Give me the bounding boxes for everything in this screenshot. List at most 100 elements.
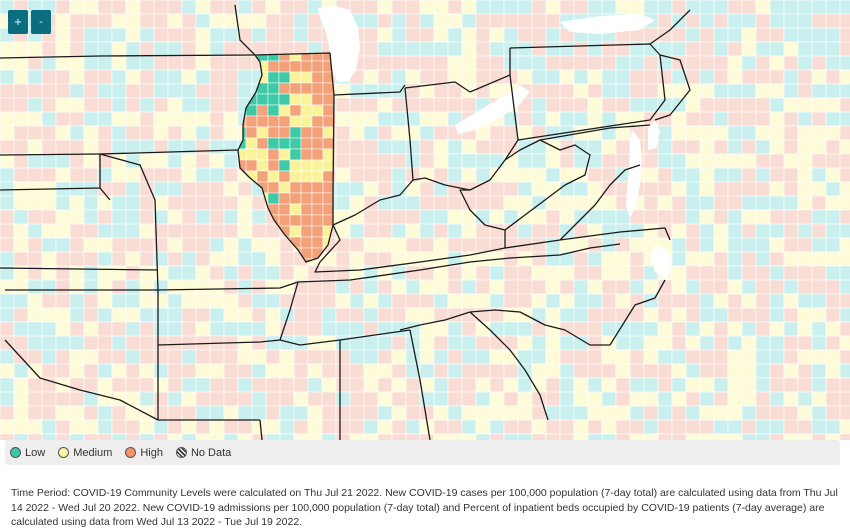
county[interactable]: [111, 167, 127, 183]
county[interactable]: [419, 223, 435, 239]
illinois-county[interactable]: [267, 159, 280, 172]
county[interactable]: [391, 167, 407, 183]
county[interactable]: [811, 307, 827, 323]
county[interactable]: [265, 279, 281, 295]
county[interactable]: [223, 363, 239, 379]
county[interactable]: [531, 41, 547, 57]
county[interactable]: [111, 27, 127, 43]
county[interactable]: [783, 251, 799, 267]
county[interactable]: [685, 13, 701, 29]
county[interactable]: [181, 125, 197, 141]
county[interactable]: [545, 69, 561, 85]
county[interactable]: [83, 419, 99, 435]
county[interactable]: [433, 209, 449, 225]
county[interactable]: [825, 195, 841, 211]
county[interactable]: [195, 363, 211, 379]
county[interactable]: [167, 265, 183, 281]
county[interactable]: [839, 293, 850, 309]
county[interactable]: [167, 167, 183, 183]
county[interactable]: [153, 55, 169, 71]
county[interactable]: [573, 41, 589, 57]
county[interactable]: [713, 391, 729, 407]
county[interactable]: [97, 111, 113, 127]
county[interactable]: [125, 13, 141, 29]
county[interactable]: [601, 293, 617, 309]
county[interactable]: [97, 335, 113, 351]
county[interactable]: [839, 405, 850, 421]
county[interactable]: [433, 279, 449, 295]
county[interactable]: [321, 307, 337, 323]
county[interactable]: [27, 363, 43, 379]
illinois-county[interactable]: [289, 82, 302, 95]
county[interactable]: [727, 181, 743, 197]
county[interactable]: [69, 0, 85, 15]
county[interactable]: [531, 83, 547, 99]
county[interactable]: [797, 153, 813, 169]
county[interactable]: [167, 419, 183, 435]
county[interactable]: [573, 83, 589, 99]
county[interactable]: [461, 433, 477, 440]
county[interactable]: [839, 167, 850, 183]
county[interactable]: [699, 111, 715, 127]
county[interactable]: [433, 139, 449, 155]
county[interactable]: [181, 321, 197, 337]
county[interactable]: [559, 223, 575, 239]
county[interactable]: [83, 55, 99, 71]
county[interactable]: [405, 321, 421, 337]
county[interactable]: [83, 97, 99, 113]
county[interactable]: [615, 69, 631, 85]
county[interactable]: [27, 111, 43, 127]
illinois-county[interactable]: [278, 71, 291, 84]
county[interactable]: [27, 391, 43, 407]
county[interactable]: [517, 153, 533, 169]
county[interactable]: [825, 83, 841, 99]
county[interactable]: [559, 363, 575, 379]
county[interactable]: [545, 265, 561, 281]
county[interactable]: [755, 209, 771, 225]
county[interactable]: [741, 209, 757, 225]
county[interactable]: [839, 195, 850, 211]
county[interactable]: [629, 0, 645, 15]
illinois-county[interactable]: [322, 170, 334, 183]
county[interactable]: [461, 167, 477, 183]
county[interactable]: [545, 335, 561, 351]
illinois-county[interactable]: [311, 148, 324, 161]
county[interactable]: [195, 391, 211, 407]
county[interactable]: [0, 181, 15, 197]
county[interactable]: [377, 265, 393, 281]
illinois-county[interactable]: [300, 71, 313, 84]
county[interactable]: [335, 293, 351, 309]
county[interactable]: [237, 69, 253, 85]
county[interactable]: [363, 13, 379, 29]
county[interactable]: [111, 335, 127, 351]
county[interactable]: [139, 377, 155, 393]
county[interactable]: [377, 27, 393, 43]
county[interactable]: [335, 363, 351, 379]
county[interactable]: [265, 391, 281, 407]
county[interactable]: [307, 405, 323, 421]
county[interactable]: [685, 97, 701, 113]
illinois-county[interactable]: [267, 115, 280, 128]
county[interactable]: [825, 363, 841, 379]
county[interactable]: [727, 237, 743, 253]
county[interactable]: [167, 237, 183, 253]
county[interactable]: [27, 307, 43, 323]
county[interactable]: [447, 349, 463, 365]
county[interactable]: [769, 237, 785, 253]
illinois-county[interactable]: [289, 203, 302, 216]
county-map-canvas[interactable]: [0, 0, 850, 440]
county[interactable]: [279, 251, 295, 267]
county[interactable]: [265, 13, 281, 29]
county[interactable]: [167, 83, 183, 99]
county[interactable]: [699, 0, 715, 15]
county[interactable]: [447, 195, 463, 211]
county[interactable]: [265, 433, 281, 440]
illinois-county[interactable]: [278, 82, 291, 95]
county[interactable]: [195, 83, 211, 99]
county[interactable]: [713, 139, 729, 155]
county[interactable]: [69, 433, 85, 440]
county[interactable]: [783, 69, 799, 85]
county[interactable]: [839, 55, 850, 71]
county[interactable]: [335, 195, 351, 211]
county[interactable]: [223, 279, 239, 295]
